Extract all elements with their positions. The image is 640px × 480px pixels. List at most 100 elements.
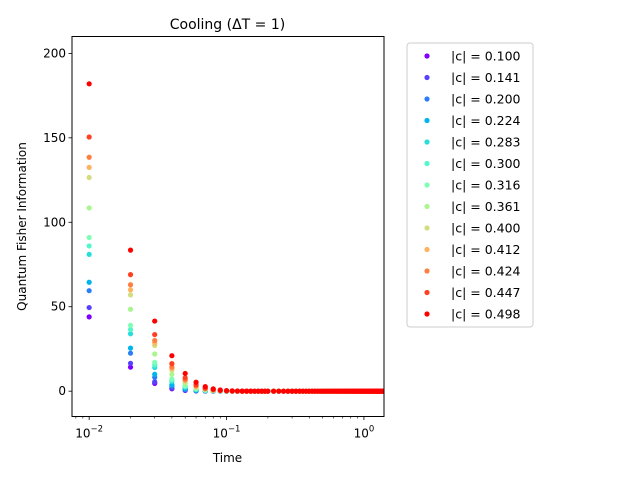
legend-label: |c| = 0.200	[451, 92, 521, 107]
y-tick-label: 0	[58, 384, 66, 398]
legend-label: |c| = 0.498	[451, 307, 521, 322]
data-point	[152, 331, 158, 338]
legend-marker	[424, 182, 430, 188]
data-point	[127, 292, 134, 298]
data-point	[86, 288, 92, 294]
data-point	[127, 345, 134, 351]
data-point	[86, 154, 92, 160]
y-tick-label: 150	[43, 131, 66, 145]
data-point	[182, 375, 188, 381]
x-tick-label: 100	[354, 425, 375, 441]
plot-frame	[71, 36, 385, 417]
series-6	[86, 243, 384, 394]
data-point	[86, 174, 92, 181]
data-point	[127, 331, 134, 337]
legend-label: |c| = 0.224	[451, 113, 521, 128]
data-point	[223, 387, 230, 394]
legend-marker	[424, 117, 430, 124]
data-point	[86, 164, 92, 170]
x-tick-label: 10−2	[75, 425, 103, 441]
series-13	[86, 81, 384, 394]
data-point	[86, 243, 92, 249]
data-point	[127, 322, 134, 328]
x-axis-label: Time	[212, 451, 242, 465]
data-point	[86, 314, 92, 320]
data-point	[202, 384, 208, 390]
data-point	[381, 388, 384, 394]
data-points-layer	[86, 81, 384, 394]
legend: |c| = 0.100 |c| = 0.141 |c| = 0.200 |c| = 0…	[406, 42, 534, 328]
legend-box	[406, 42, 534, 328]
legend-label: |c| = 0.300	[451, 156, 521, 171]
data-point	[239, 388, 245, 394]
data-point	[152, 318, 158, 324]
data-point	[86, 304, 92, 311]
legend-marker	[424, 139, 430, 145]
data-point	[127, 326, 134, 333]
data-point	[152, 359, 158, 366]
data-point	[276, 388, 282, 394]
series-3	[86, 288, 384, 394]
data-point	[127, 350, 134, 356]
data-point	[127, 360, 134, 366]
legend-marker	[424, 246, 430, 253]
data-point	[265, 388, 271, 394]
legend-label: |c| = 0.316	[451, 178, 521, 193]
data-point	[248, 388, 254, 394]
legend-marker	[424, 96, 430, 102]
data-point	[280, 388, 287, 394]
data-point	[127, 306, 134, 312]
legend-label: |c| = 0.412	[451, 242, 521, 257]
legend-marker	[424, 311, 430, 317]
legend-marker	[424, 225, 430, 231]
data-point	[127, 364, 134, 370]
data-point	[152, 351, 158, 357]
legend-marker	[424, 74, 430, 81]
y-axis: 0 50 100 150 200	[43, 46, 72, 398]
legend-label: |c| = 0.283	[451, 135, 521, 150]
data-point	[152, 337, 158, 344]
data-point	[152, 371, 158, 377]
y-tick-label: 50	[51, 300, 66, 314]
data-point	[86, 251, 92, 257]
data-point	[86, 205, 92, 211]
data-point	[289, 388, 295, 394]
x-axis: 10−2 10−1 100	[75, 416, 375, 441]
legend-label: |c| = 0.447	[451, 285, 521, 300]
legend-label: |c| = 0.361	[451, 199, 521, 214]
series-10	[86, 164, 384, 394]
data-point	[182, 370, 188, 377]
data-point	[86, 81, 92, 87]
data-point	[229, 388, 235, 394]
x-tick-label: 10−1	[213, 425, 241, 441]
data-point	[244, 388, 250, 394]
data-point	[127, 272, 134, 278]
chart-title: Cooling (ΔT = 1)	[170, 17, 286, 33]
data-point	[210, 386, 216, 392]
data-point	[270, 388, 277, 394]
data-point	[127, 247, 134, 253]
series-7	[86, 234, 384, 394]
data-point	[86, 134, 92, 140]
data-point	[169, 376, 175, 382]
y-tick-label: 200	[43, 46, 66, 60]
data-point	[127, 287, 134, 293]
data-point	[169, 361, 175, 367]
data-point	[127, 282, 134, 288]
data-point	[86, 279, 92, 285]
legend-marker	[424, 268, 430, 274]
data-point	[169, 371, 175, 377]
data-point	[193, 379, 199, 385]
data-point	[293, 388, 299, 394]
legend-marker	[424, 160, 430, 167]
legend-marker	[424, 289, 430, 296]
legend-label: |c| = 0.400	[451, 221, 521, 236]
y-axis-label: Quantum Fisher Information	[15, 142, 29, 311]
legend-label: |c| = 0.141	[451, 70, 521, 85]
data-point	[251, 388, 258, 394]
data-point	[217, 387, 223, 393]
data-point	[86, 234, 92, 241]
data-point	[169, 353, 175, 359]
data-point	[234, 388, 241, 394]
